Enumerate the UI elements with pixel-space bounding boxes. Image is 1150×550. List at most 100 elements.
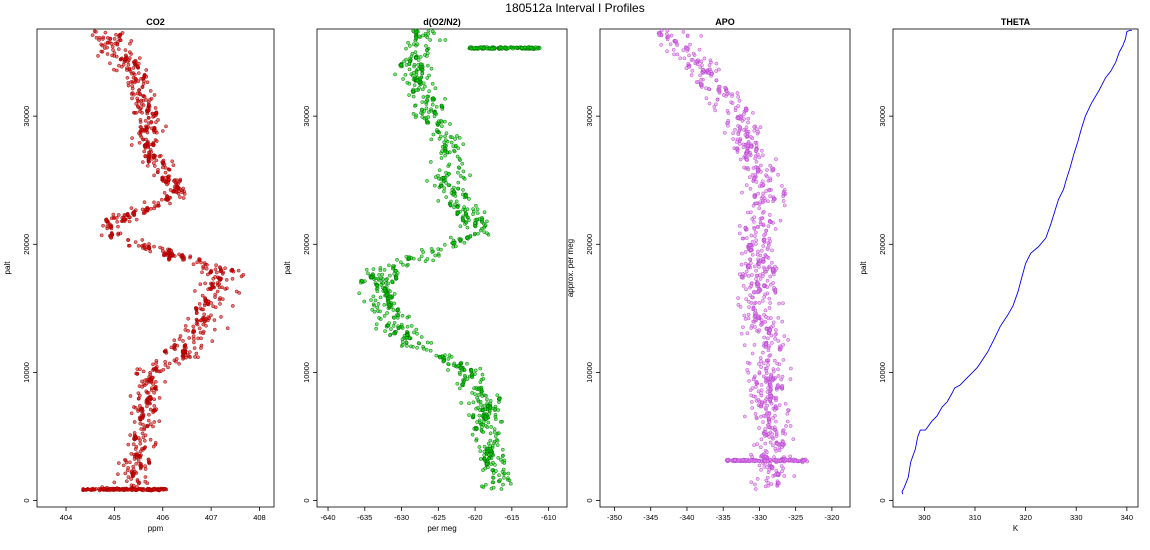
data-point: [443, 134, 447, 139]
data-point: [759, 163, 763, 168]
data-point: [753, 173, 758, 177]
data-point: [781, 194, 786, 199]
y-tick-label: 0: [22, 499, 31, 503]
data-point: [764, 315, 768, 319]
data-point: [774, 430, 779, 434]
data-point: [142, 200, 147, 205]
data-point: [374, 322, 379, 327]
data-point: [109, 41, 114, 46]
data-point: [414, 30, 418, 35]
data-point: [780, 319, 785, 324]
data-point: [130, 71, 134, 76]
data-point: [417, 257, 422, 262]
data-point: [378, 317, 383, 321]
data-point: [200, 270, 204, 275]
data-point: [101, 223, 105, 228]
data-point: [757, 300, 762, 305]
data-point: [167, 248, 172, 253]
data-point: [461, 142, 466, 147]
x-tick-label: 405: [108, 513, 121, 522]
y-tick-label: 10000: [878, 362, 887, 383]
data-point: [94, 30, 98, 34]
data-point: [409, 344, 413, 349]
data-point: [748, 293, 753, 298]
x-axis-label: K: [1013, 524, 1019, 533]
data-point: [739, 275, 744, 280]
data-point: [442, 359, 446, 363]
data-point: [439, 184, 444, 188]
data-point: [129, 143, 134, 147]
data-point: [738, 157, 743, 162]
data-point: [128, 433, 133, 437]
data-point: [135, 96, 140, 101]
data-point: [173, 347, 177, 352]
data-point: [473, 392, 477, 397]
data-point: [481, 408, 486, 413]
data-point: [391, 308, 396, 312]
data-point: [690, 68, 695, 73]
data-point: [754, 380, 759, 384]
data-point: [759, 359, 763, 364]
data-point: [151, 362, 155, 367]
scatter-points: [656, 28, 810, 491]
data-point: [756, 130, 761, 134]
data-point: [476, 393, 481, 397]
data-point: [485, 461, 489, 466]
data-point: [197, 326, 202, 331]
data-point: [757, 459, 761, 464]
data-point: [697, 47, 702, 52]
data-point: [131, 66, 136, 70]
data-point: [152, 487, 156, 492]
data-point: [213, 267, 218, 272]
data-point: [154, 139, 159, 143]
data-point: [759, 437, 764, 442]
data-point: [467, 401, 471, 406]
data-point: [178, 334, 183, 338]
data-point: [192, 346, 197, 350]
data-point: [744, 125, 749, 130]
data-point: [788, 454, 793, 459]
data-point: [461, 188, 465, 192]
data-point: [485, 231, 489, 236]
data-point: [758, 356, 763, 360]
data-point: [411, 42, 416, 47]
data-point: [743, 106, 748, 111]
data-point: [94, 35, 99, 40]
data-point: [405, 324, 410, 329]
data-point: [777, 301, 781, 306]
data-point: [753, 140, 758, 145]
data-point: [126, 238, 131, 242]
data-point: [129, 411, 134, 416]
data-point: [182, 192, 187, 196]
data-point: [186, 316, 191, 321]
data-point: [444, 131, 449, 136]
data-point: [427, 89, 431, 94]
data-point: [457, 157, 462, 161]
data-point: [749, 144, 754, 149]
data-point: [756, 314, 761, 319]
data-point: [669, 33, 674, 38]
data-point: [460, 161, 465, 166]
data-point: [129, 477, 134, 481]
data-point: [494, 469, 498, 473]
data-point: [440, 107, 445, 111]
x-tick-label: 300: [918, 513, 931, 522]
data-point: [768, 382, 773, 387]
data-point: [470, 432, 475, 437]
data-point: [148, 422, 153, 426]
x-axis-label: per meg: [427, 524, 456, 533]
y-tick-label: 10000: [585, 362, 594, 383]
data-point: [416, 341, 421, 345]
data-point: [401, 262, 405, 267]
data-point: [97, 38, 101, 42]
data-point: [150, 111, 155, 116]
data-point: [451, 363, 456, 368]
data-point: [767, 236, 772, 241]
data-point: [121, 463, 126, 468]
data-point: [141, 488, 146, 493]
data-point: [754, 238, 759, 243]
data-point: [191, 324, 196, 329]
data-point: [172, 343, 177, 347]
data-point: [125, 75, 130, 80]
data-point: [493, 407, 498, 411]
